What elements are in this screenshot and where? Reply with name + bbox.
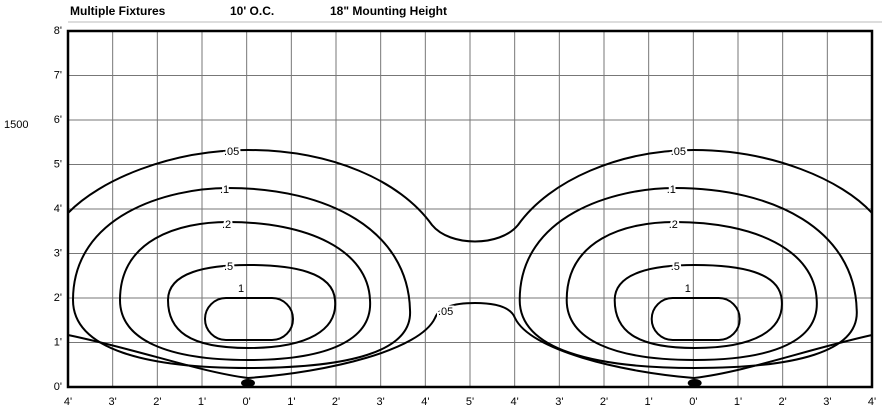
contour-outer xyxy=(67,148,873,243)
x-tick-label: 1' xyxy=(645,396,653,408)
contour-label: .05 xyxy=(671,146,686,158)
fixture xyxy=(687,379,702,387)
y-tick-label: 3' xyxy=(54,247,62,259)
x-tick-label: 2' xyxy=(600,396,608,408)
side-label: 1500 xyxy=(4,119,28,131)
x-tick-label: 1' xyxy=(734,396,742,408)
y-tick-label: 6' xyxy=(54,114,62,126)
contours-left xyxy=(71,186,412,370)
x-tick-label: 2' xyxy=(779,396,787,408)
contour xyxy=(71,186,412,370)
contour xyxy=(565,220,818,362)
x-tick-label: 2' xyxy=(153,396,161,408)
x-tick-label: 3' xyxy=(109,396,117,408)
contour xyxy=(518,186,858,370)
contour-label: .1 xyxy=(667,184,676,196)
contour-label: .2 xyxy=(669,219,678,231)
plot-frame xyxy=(66,29,874,389)
x-tick-label: 4' xyxy=(868,396,876,408)
x-tick-label: 3' xyxy=(377,396,385,408)
x-tick-label: 0' xyxy=(243,396,251,408)
contour-label: .2 xyxy=(222,219,231,231)
contour-label: .1 xyxy=(220,184,229,196)
contour-label: .5 xyxy=(671,261,680,273)
contours-right xyxy=(518,186,858,370)
contour-label: .05 xyxy=(438,306,453,318)
grid xyxy=(68,31,872,387)
x-tick-label: 1' xyxy=(198,396,206,408)
y-tick-label: 5' xyxy=(54,158,62,170)
header-item: 10' O.C. xyxy=(230,4,274,18)
x-tick-label: 2' xyxy=(332,396,340,408)
x-tick-label: 4' xyxy=(511,396,519,408)
y-tick-label: 0' xyxy=(54,381,62,393)
contour xyxy=(204,297,294,341)
contour-label: .5 xyxy=(224,261,233,273)
x-tick-label: 1' xyxy=(287,396,295,408)
contour xyxy=(118,220,372,362)
contour-label: .05 xyxy=(224,146,239,158)
x-tick-label: 4' xyxy=(64,396,72,408)
y-tick-label: 8' xyxy=(54,25,62,37)
x-tick-label: 3' xyxy=(823,396,831,408)
contour-label: 1 xyxy=(685,283,691,295)
y-tick-label: 1' xyxy=(54,336,62,348)
x-tick-label: 4' xyxy=(421,396,429,408)
x-tick-label: 3' xyxy=(555,396,563,408)
y-tick-label: 2' xyxy=(54,292,62,304)
contour xyxy=(166,263,337,350)
x-tick-label: 0' xyxy=(689,396,697,408)
contour xyxy=(613,263,783,350)
header-item: 18" Mounting Height xyxy=(330,4,447,18)
y-tick-label: 4' xyxy=(54,203,62,215)
x-tick-label: 5' xyxy=(466,396,474,408)
header-item: Multiple Fixtures xyxy=(70,4,166,18)
contour xyxy=(650,297,741,341)
contour-bottom xyxy=(67,301,873,380)
contour-label: 1 xyxy=(238,283,244,295)
y-tick-label: 7' xyxy=(54,69,62,81)
fixture xyxy=(241,379,255,387)
